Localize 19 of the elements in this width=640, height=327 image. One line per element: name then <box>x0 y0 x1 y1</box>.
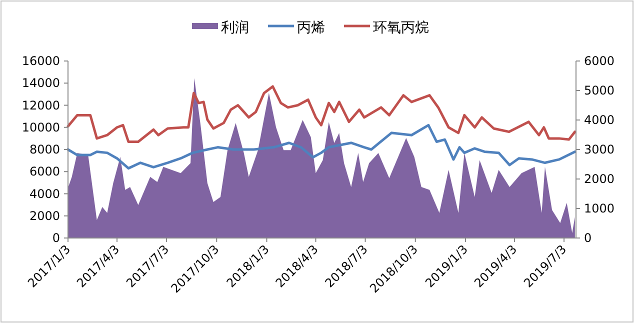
y2-tick-label: 3000 <box>584 142 615 156</box>
y2-tick-label: 5000 <box>584 84 615 98</box>
y-tick-label: 8000 <box>29 142 60 156</box>
y-tick-label: 4000 <box>29 186 60 201</box>
y-tick-label: 12000 <box>22 98 60 112</box>
y-tick-label: 0 <box>52 231 60 245</box>
y2-tick-label: 4000 <box>584 113 615 127</box>
y2-tick-label: 1000 <box>584 202 615 216</box>
y2-tick-label: 2000 <box>584 172 615 186</box>
y-tick-label: 10000 <box>22 120 60 134</box>
y2-tick-label: 6000 <box>584 54 615 68</box>
y-tick-label: 2000 <box>29 208 60 223</box>
y2-tick-label: 0 <box>584 231 592 245</box>
y-tick-label: 6000 <box>29 164 60 179</box>
legend-label: 利润 <box>221 20 249 36</box>
legend-label: 丙烯 <box>297 20 325 36</box>
legend-label: 环氧丙烷 <box>373 20 429 36</box>
y-tick-label: 14000 <box>22 76 60 90</box>
y-tick-label: 16000 <box>22 54 60 68</box>
